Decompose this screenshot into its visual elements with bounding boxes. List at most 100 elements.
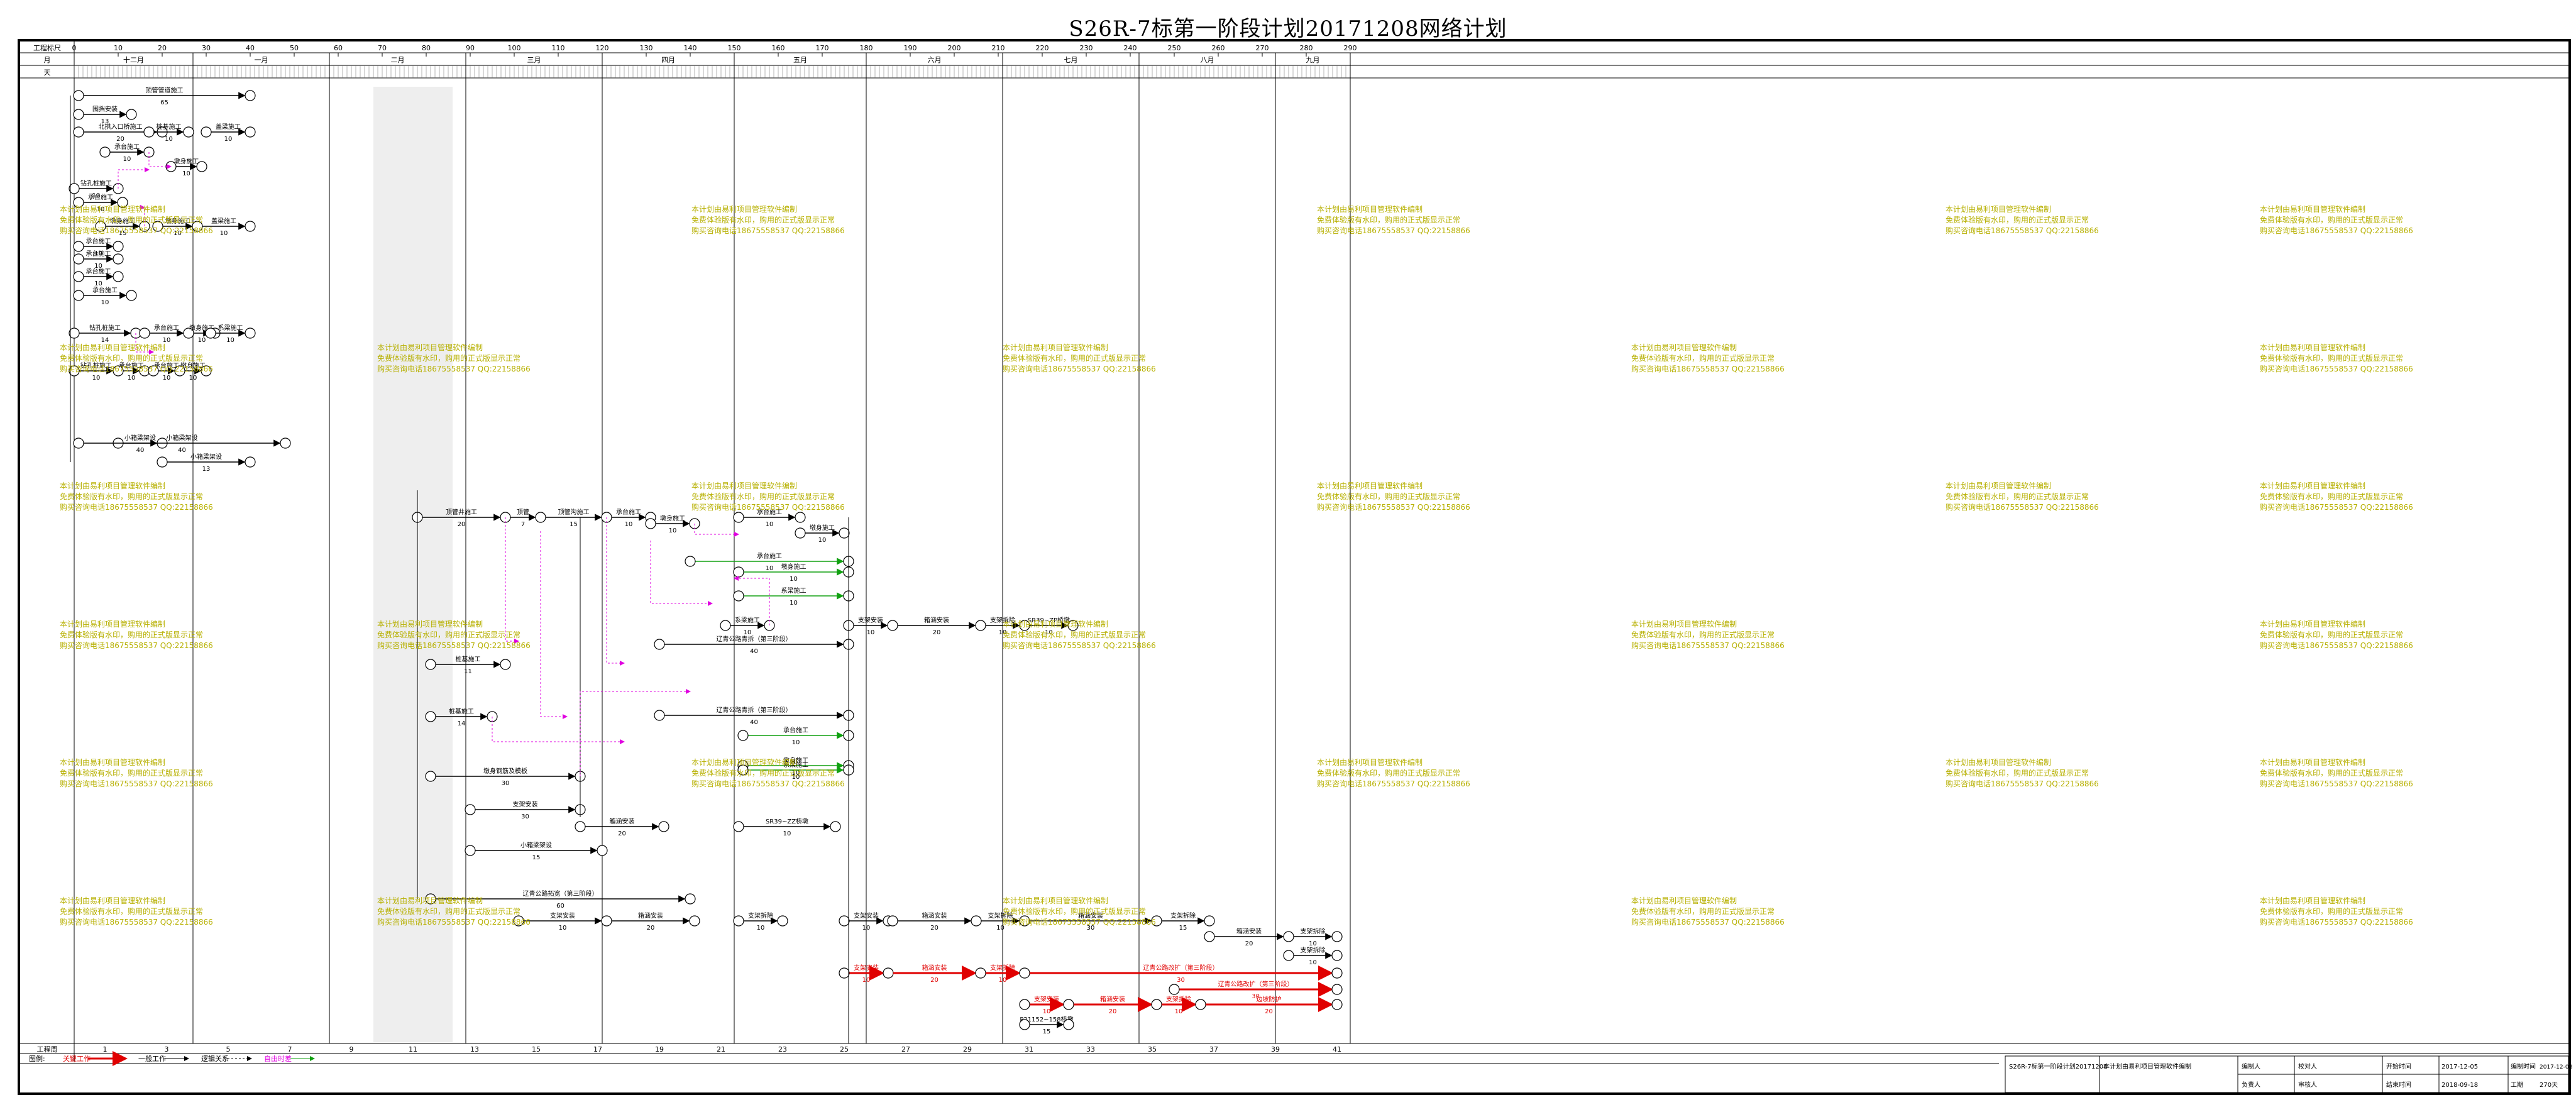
activity-name: 顶管 bbox=[517, 508, 529, 516]
header-row-label: 工程标尺 bbox=[33, 43, 61, 52]
event-node bbox=[795, 527, 806, 539]
day-tick-label: 210 bbox=[992, 44, 1005, 52]
activity-duration: 60 bbox=[556, 903, 564, 910]
month-label: 二月 bbox=[391, 56, 405, 64]
activity-duration: 7 bbox=[521, 521, 525, 528]
watermark-line: 本计划由易利项目管理软件编制 bbox=[1003, 620, 1109, 629]
watermark-line: 本计划由易利项目管理软件编制 bbox=[60, 896, 166, 905]
day-tick-label: 40 bbox=[246, 44, 255, 52]
watermark-line: 免费体验版有水印，购用的正式版显示正常 bbox=[377, 907, 521, 916]
logic-link bbox=[505, 517, 519, 644]
activity-duration: 30 bbox=[1087, 925, 1095, 932]
activity-name: 桩基施工 bbox=[449, 707, 474, 715]
activity-name: 支架拆除 bbox=[1301, 946, 1326, 954]
watermark: 本计划由易利项目管理软件编制 免费体验版有水印，购用的正式版显示正常 购买咨询电话1… bbox=[60, 204, 213, 236]
event-node bbox=[245, 327, 256, 339]
watermark-line: 免费体验版有水印，购用的正式版显示正常 bbox=[60, 216, 204, 224]
activity-name: 承台施工 bbox=[783, 726, 808, 734]
watermark: 本计划由易利项目管理软件编制 免费体验版有水印，购用的正式版显示正常 购买咨询电话1… bbox=[1317, 481, 1470, 513]
tb-duration-value: 270天 bbox=[2540, 1082, 2558, 1089]
event-node bbox=[883, 967, 894, 979]
activity-name: 承台施工 bbox=[86, 250, 111, 258]
watermark-line: 本计划由易利项目管理软件编制 bbox=[1946, 758, 2052, 767]
watermark-line: 购买咨询电话18675558537 QQ:22158866 bbox=[2260, 779, 2413, 788]
event-node bbox=[513, 915, 524, 927]
watermark-line: 免费体验版有水印，购用的正式版显示正常 bbox=[1946, 769, 2089, 778]
event-node bbox=[1283, 950, 1294, 961]
event-node bbox=[975, 967, 986, 979]
event-node bbox=[839, 915, 850, 927]
activity-duration: 15 bbox=[1043, 1028, 1051, 1035]
day-tick-label: 240 bbox=[1124, 44, 1137, 52]
activity-duration: 20 bbox=[1265, 1008, 1273, 1015]
watermark-line: 本计划由易利项目管理软件编制 bbox=[60, 758, 166, 767]
activity-name: 承台施工 bbox=[757, 552, 782, 560]
activity-duration: 10 bbox=[1175, 1008, 1183, 1015]
event-node bbox=[73, 253, 84, 265]
event-node bbox=[601, 915, 612, 927]
event-node bbox=[201, 365, 212, 377]
month-label: 六月 bbox=[928, 56, 942, 64]
activity-name: 墩身施工 bbox=[174, 157, 199, 165]
week-label: 31 bbox=[1025, 1045, 1033, 1054]
watermark-line: 免费体验版有水印，购用的正式版显示正常 bbox=[60, 907, 204, 916]
activity-duration: 15 bbox=[119, 230, 127, 237]
event-node bbox=[777, 915, 788, 927]
activity-name: 顶管沟施工 bbox=[558, 508, 590, 516]
activity-name: 支架安装 bbox=[513, 800, 538, 808]
watermark-line: 购买咨询电话18675558537 QQ:22158866 bbox=[691, 779, 845, 788]
day-tick-label: 180 bbox=[860, 44, 873, 52]
logic-link bbox=[540, 531, 568, 719]
activity-duration: 10 bbox=[625, 521, 633, 528]
activity-name: SR39~ZP桥墩 bbox=[1028, 616, 1070, 624]
tb-duration-label: 工期 bbox=[2511, 1081, 2523, 1089]
month-label: 五月 bbox=[793, 56, 807, 64]
watermark-line: 本计划由易利项目管理软件编制 bbox=[2260, 343, 2366, 352]
event-node bbox=[689, 915, 700, 927]
event-node bbox=[152, 221, 163, 232]
day-tick-label: 50 bbox=[290, 44, 299, 52]
activity-duration: 10 bbox=[224, 136, 233, 143]
event-node bbox=[1151, 999, 1162, 1010]
activity-name: 辽青公路改扩（第三阶段） bbox=[1218, 980, 1294, 988]
watermark-line: 购买咨询电话18675558537 QQ:22158866 bbox=[60, 365, 213, 373]
event-node bbox=[117, 197, 128, 208]
day-tick-label: 220 bbox=[1036, 44, 1049, 52]
watermark-line: 免费体验版有水印，购用的正式版显示正常 bbox=[377, 630, 521, 639]
activity-duration: 20 bbox=[458, 521, 466, 528]
activity-duration: 15 bbox=[570, 521, 578, 528]
event-node bbox=[975, 620, 986, 631]
event-node bbox=[1283, 931, 1294, 942]
activity-name: 辽青公路改扩（第三阶段） bbox=[1143, 964, 1219, 972]
week-label: 17 bbox=[593, 1045, 602, 1054]
day-tick-label: 260 bbox=[1212, 44, 1225, 52]
watermark-line: 本计划由易利项目管理软件编制 bbox=[2260, 896, 2366, 905]
watermark-line: 免费体验版有水印，购用的正式版显示正常 bbox=[691, 769, 835, 778]
event-node bbox=[245, 456, 256, 468]
event-node bbox=[1063, 999, 1074, 1010]
activity-name: 系梁施工 bbox=[783, 761, 808, 769]
activity-duration: 30 bbox=[502, 780, 510, 787]
activity-name: 承台施工 bbox=[88, 193, 113, 201]
activity-duration: 15 bbox=[532, 854, 541, 861]
event-node bbox=[165, 161, 177, 172]
watermark: 本计划由易利项目管理软件编制 免费体验版有水印，购用的正式版显示正常 购买咨询电话1… bbox=[1317, 204, 1470, 236]
week-label: 35 bbox=[1148, 1045, 1157, 1054]
week-label: 33 bbox=[1086, 1045, 1095, 1054]
activity-duration: 10 bbox=[1309, 959, 1317, 966]
watermark-line: 本计划由易利项目管理软件编制 bbox=[2260, 758, 2366, 767]
activity-name: 承台施工 bbox=[154, 361, 179, 370]
watermark-line: 免费体验版有水印，购用的正式版显示正常 bbox=[60, 630, 204, 639]
week-label: 9 bbox=[350, 1045, 354, 1054]
watermark-line: 购买咨询电话18675558537 QQ:22158866 bbox=[2260, 918, 2413, 927]
month-label: 三月 bbox=[527, 56, 541, 64]
watermark-line: 购买咨询电话18675558537 QQ:22158866 bbox=[1317, 226, 1470, 235]
month-label: 八月 bbox=[1201, 56, 1214, 64]
event-node bbox=[733, 590, 744, 602]
event-node bbox=[737, 730, 749, 741]
activity-duration: 10 bbox=[101, 299, 109, 306]
watermark-line: 购买咨询电话18675558537 QQ:22158866 bbox=[60, 503, 213, 512]
activity-duration: 10 bbox=[94, 250, 102, 257]
activity-duration: 10 bbox=[669, 527, 677, 534]
